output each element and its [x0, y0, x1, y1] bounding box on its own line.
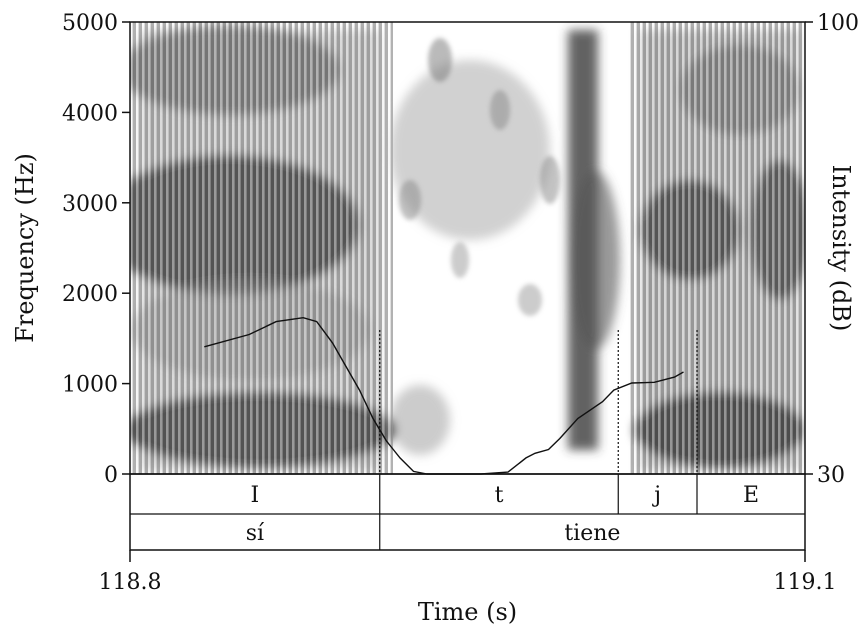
x-axis-title: Time (s) — [418, 598, 517, 626]
y2-axis-title: Intensity (dB) — [827, 165, 855, 332]
y2-tick-label: 30 — [817, 463, 845, 488]
tier-interval-label: E — [743, 483, 759, 508]
tier-interval-label: tiene — [564, 521, 620, 546]
y-axis-title: Frequency (Hz) — [11, 153, 39, 343]
y2-tick-label: 100 — [817, 11, 859, 36]
y-tick-label: 1000 — [62, 373, 118, 398]
y-tick-label: 0 — [104, 463, 118, 488]
y-tick-label: 5000 — [62, 11, 118, 36]
tier-interval-label: I — [251, 483, 260, 508]
tier-interval-label: sí — [246, 521, 265, 546]
tier-interval-label: t — [495, 483, 504, 508]
x-tick-label-start: 118.8 — [99, 570, 162, 595]
x-tick-label-end: 119.1 — [774, 570, 837, 595]
y-tick-label: 2000 — [62, 282, 118, 307]
tier-interval-label: j — [651, 483, 661, 508]
textgrid-frame — [130, 474, 805, 550]
y-tick-label: 3000 — [62, 192, 118, 217]
y-tick-label: 4000 — [62, 101, 118, 126]
spectrogram-image — [100, 22, 810, 474]
